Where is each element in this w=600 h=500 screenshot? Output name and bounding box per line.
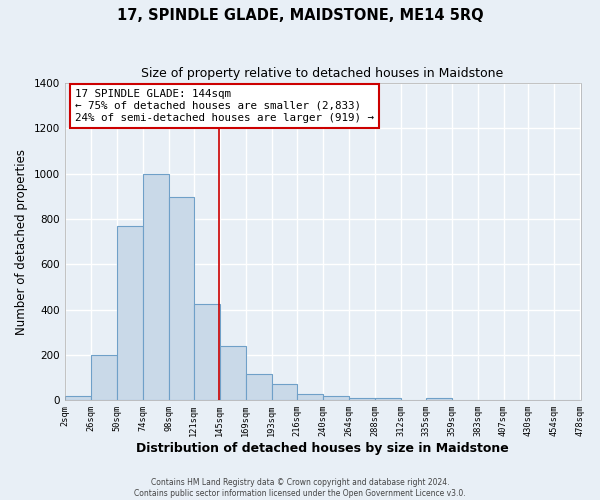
Bar bbox=[349, 398, 374, 400]
Bar bbox=[65, 396, 91, 400]
Bar bbox=[116, 226, 143, 400]
Text: Contains HM Land Registry data © Crown copyright and database right 2024.
Contai: Contains HM Land Registry data © Crown c… bbox=[134, 478, 466, 498]
Title: Size of property relative to detached houses in Maidstone: Size of property relative to detached ho… bbox=[142, 68, 504, 80]
Bar bbox=[220, 346, 245, 400]
Bar bbox=[296, 394, 323, 400]
Bar bbox=[91, 355, 116, 400]
Bar bbox=[245, 374, 272, 400]
Bar bbox=[194, 304, 220, 400]
Bar bbox=[143, 174, 169, 400]
Text: 17 SPINDLE GLADE: 144sqm
← 75% of detached houses are smaller (2,833)
24% of sem: 17 SPINDLE GLADE: 144sqm ← 75% of detach… bbox=[75, 90, 374, 122]
Bar bbox=[169, 198, 194, 400]
Bar bbox=[425, 398, 452, 400]
Y-axis label: Number of detached properties: Number of detached properties bbox=[15, 148, 28, 334]
Bar bbox=[374, 398, 401, 400]
Text: 17, SPINDLE GLADE, MAIDSTONE, ME14 5RQ: 17, SPINDLE GLADE, MAIDSTONE, ME14 5RQ bbox=[116, 8, 484, 22]
Bar bbox=[272, 384, 296, 400]
X-axis label: Distribution of detached houses by size in Maidstone: Distribution of detached houses by size … bbox=[136, 442, 509, 455]
Bar bbox=[323, 396, 349, 400]
